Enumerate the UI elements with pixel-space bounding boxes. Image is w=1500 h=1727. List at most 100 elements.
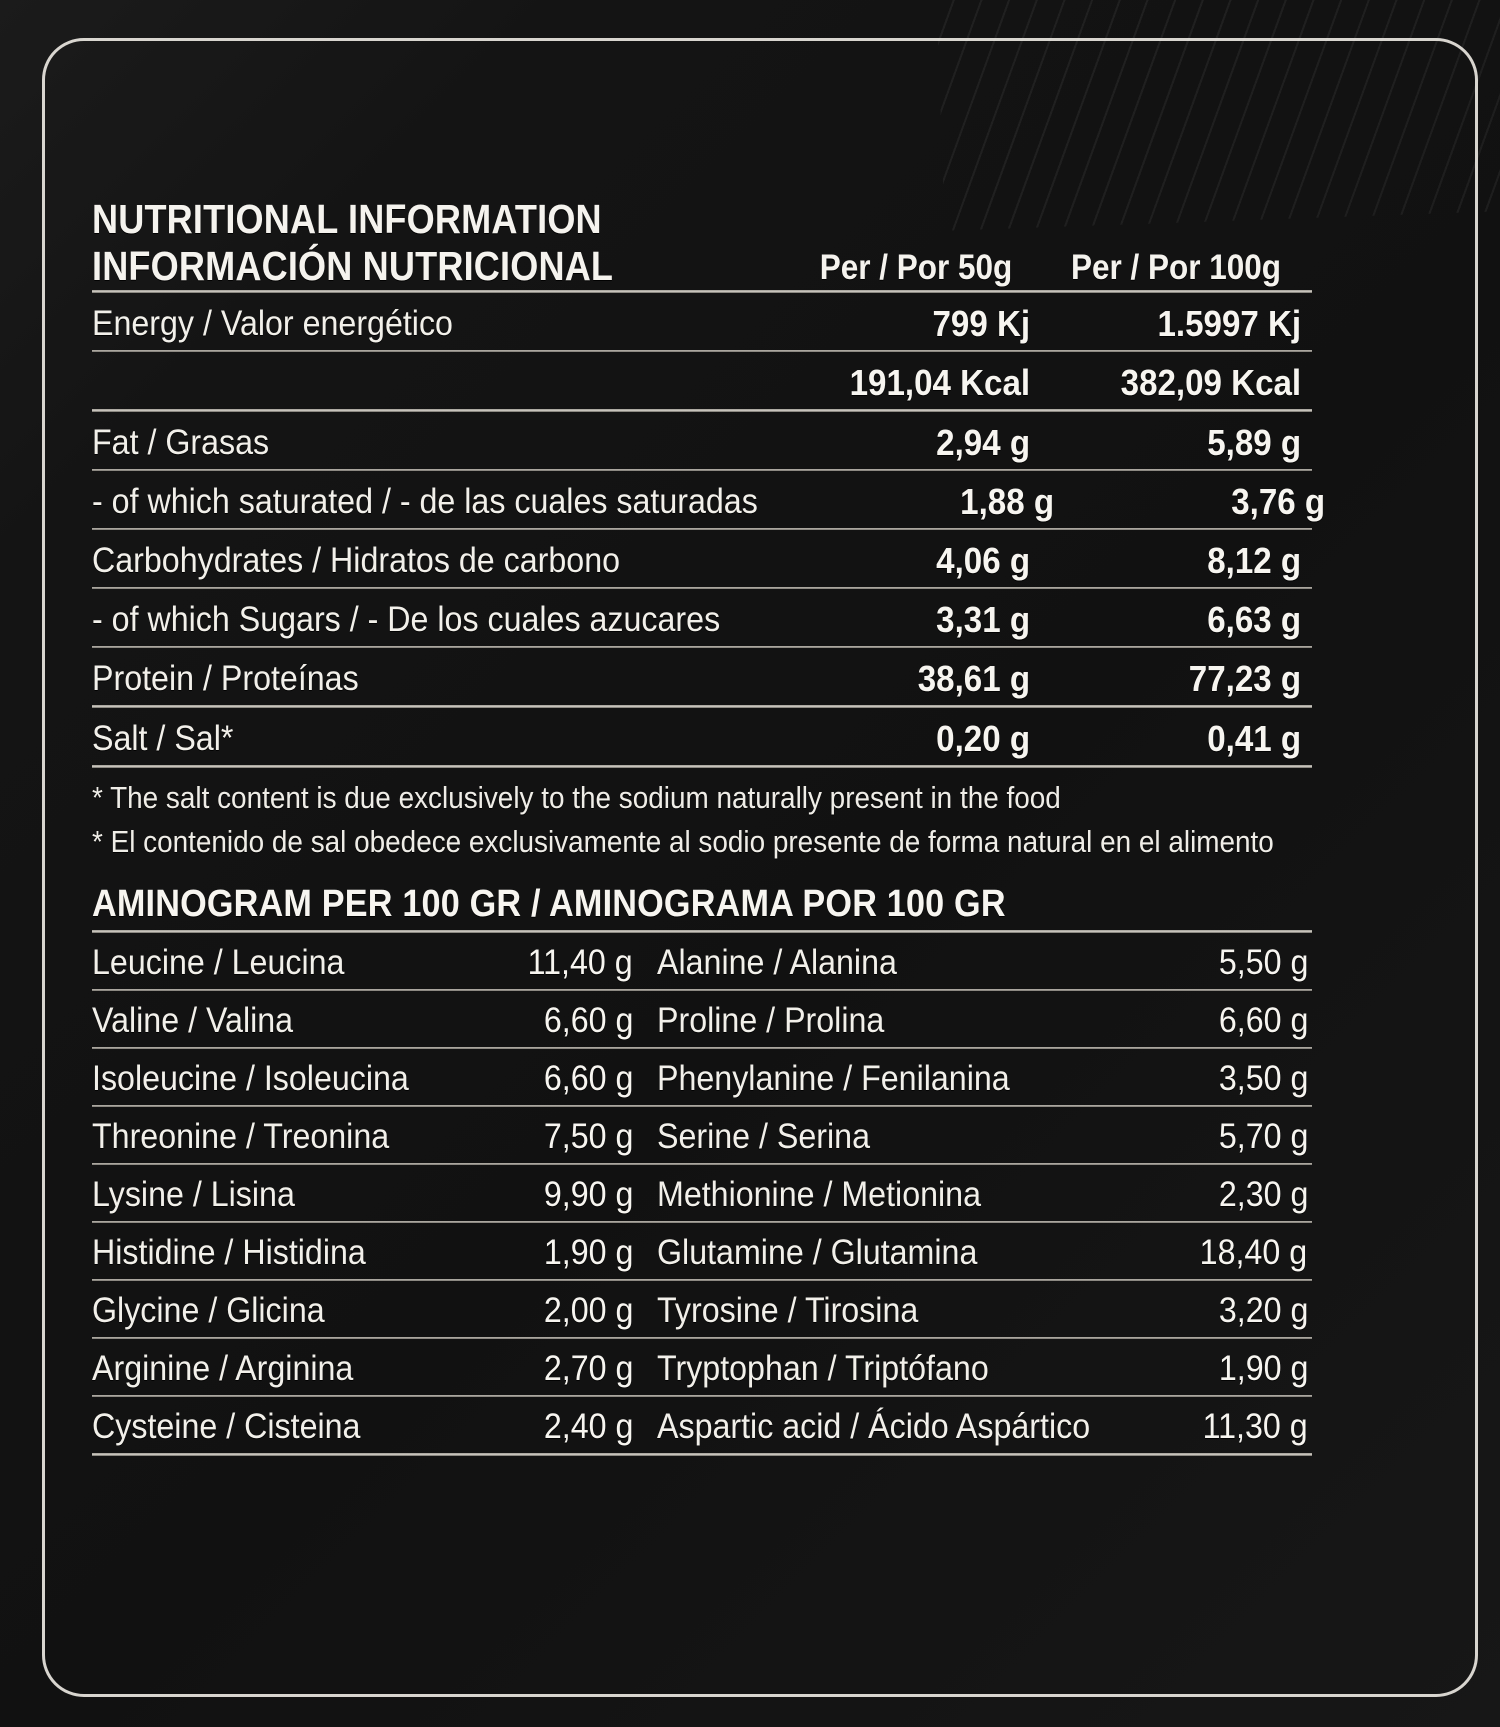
aminogram-rule: [92, 1395, 1312, 1397]
table-row-salt: Salt / Sal* 0,20 g 0,41 g: [92, 708, 1312, 765]
column-headers: Per / Por 50g Per / Por 100g: [792, 248, 1312, 288]
aminogram-rule: [92, 1105, 1312, 1107]
amino-acid-value: 5,50 g: [1218, 943, 1309, 982]
aminogram-cell-left: Lysine / Lisina 9,90 g: [92, 1175, 647, 1221]
aminogram-rule: [92, 1047, 1312, 1049]
aminogram-rule: [92, 1163, 1312, 1165]
amino-acid-value: 5,70 g: [1218, 1117, 1309, 1156]
row-label: [92, 403, 736, 409]
amino-acid-value: 18,40 g: [1199, 1233, 1308, 1272]
aminogram-row: Histidine / Histidina 1,90 g Glutamine /…: [92, 1223, 1312, 1279]
amino-acid-name: Glutamine / Glutamina: [657, 1233, 978, 1272]
aminogram-row: Isoleucine / Isoleucina 6,60 g Phenylani…: [92, 1049, 1312, 1105]
aminogram-cell-left: Valine / Valina 6,60 g: [92, 1001, 647, 1047]
table-rule: [92, 290, 1312, 293]
aminogram-rule: [92, 1221, 1312, 1223]
amino-acid-name: Lysine / Lisina: [92, 1175, 295, 1214]
amino-acid-name: Alanine / Alanina: [657, 943, 897, 982]
label-content: NUTRITIONAL INFORMATION INFORMACIÓN NUTR…: [92, 196, 1325, 1456]
table-rule: [92, 765, 1312, 768]
row-value-per-100g: 1.5997 Kj: [1157, 303, 1302, 344]
aminogram-row: Leucine / Leucina 11,40 g Alanine / Alan…: [92, 933, 1312, 989]
row-label: - of which saturated / - de las cuales s…: [92, 482, 758, 521]
amino-acid-value: 3,20 g: [1218, 1291, 1309, 1330]
row-value-per-50g: 2,94 g: [936, 422, 1031, 463]
row-label: Protein / Proteínas: [92, 659, 359, 698]
amino-acid-name: Tyrosine / Tirosina: [657, 1291, 919, 1330]
amino-acid-name: Valine / Valina: [92, 1001, 294, 1040]
aminogram-cell-right: Methionine / Metionina 2,30 g: [647, 1175, 1312, 1221]
row-label: - of which Sugars / - De los cuales azuc…: [92, 600, 721, 639]
aminogram-rule: [92, 1279, 1312, 1281]
amino-acid-value: 6,60 g: [543, 1001, 634, 1040]
amino-acid-name: Tryptophan / Triptófano: [657, 1349, 989, 1388]
row-value-per-50g: 191,04 Kcal: [849, 362, 1031, 403]
aminogram-row: Arginine / Arginina 2,70 g Tryptophan / …: [92, 1339, 1312, 1395]
aminogram-cell-right: Proline / Prolina 6,60 g: [647, 1001, 1312, 1047]
row-value-per-50g: 1,88 g: [959, 481, 1054, 522]
row-label: Fat / Grasas: [92, 423, 270, 462]
aminogram-cell-left: Histidine / Histidina 1,90 g: [92, 1233, 647, 1279]
table-rule: [92, 409, 1312, 412]
table-rule: [92, 646, 1312, 648]
table-rule: [92, 587, 1312, 589]
aminogram-rule: [92, 989, 1312, 991]
aminogram-cell-right: Glutamine / Glutamina 18,40 g: [647, 1233, 1312, 1279]
table-rule: [92, 350, 1312, 352]
footnote-salt-spanish: * El contenido de sal obedece exclusivam…: [92, 824, 1274, 859]
row-value-per-100g: 8,12 g: [1207, 540, 1302, 581]
table-rule: [92, 528, 1312, 530]
amino-acid-value: 6,60 g: [1218, 1001, 1309, 1040]
amino-acid-name: Aspartic acid / Ácido Aspártico: [657, 1407, 1091, 1446]
table-row-sugars: - of which Sugars / - De los cuales azuc…: [92, 589, 1312, 646]
amino-acid-name: Phenylanine / Fenilanina: [657, 1059, 1010, 1098]
aminogram-row: Threonine / Treonina 7,50 g Serine / Ser…: [92, 1107, 1312, 1163]
aminogram-cell-left: Arginine / Arginina 2,70 g: [92, 1349, 647, 1395]
aminogram-rule: [92, 1337, 1312, 1339]
amino-acid-value: 3,50 g: [1218, 1059, 1309, 1098]
aminogram-cell-right: Aspartic acid / Ácido Aspártico 11,30 g: [647, 1407, 1312, 1453]
amino-acid-value: 1,90 g: [1218, 1349, 1309, 1388]
amino-acid-name: Proline / Prolina: [657, 1001, 885, 1040]
amino-acid-name: Cysteine / Cisteina: [92, 1407, 361, 1446]
title-spanish: INFORMACIÓN NUTRICIONAL: [92, 243, 614, 289]
aminogram-title: AMINOGRAM PER 100 GR / AMINOGRAMA POR 10…: [92, 883, 1006, 925]
row-value-per-50g: 4,06 g: [936, 540, 1031, 581]
row-label: Carbohydrates / Hidratos de carbono: [92, 541, 621, 580]
amino-acid-name: Histidine / Histidina: [92, 1233, 366, 1272]
amino-acid-value: 7,50 g: [543, 1117, 634, 1156]
amino-acid-name: Methionine / Metionina: [657, 1175, 981, 1214]
aminogram-rule: [92, 1453, 1312, 1456]
table-rule: [92, 469, 1312, 471]
amino-acid-value: 9,90 g: [543, 1175, 634, 1214]
row-value-per-50g: 3,31 g: [936, 599, 1031, 640]
row-value-per-50g: 0,20 g: [936, 718, 1031, 759]
amino-acid-name: Glycine / Glicina: [92, 1291, 325, 1330]
row-value-per-100g: 6,63 g: [1207, 599, 1302, 640]
table-row-carbohydrates: Carbohydrates / Hidratos de carbono 4,06…: [92, 530, 1312, 587]
table-rule: [92, 705, 1312, 708]
table-row-energy: Energy / Valor energético 799 Kj 1.5997 …: [92, 293, 1312, 350]
title-english: NUTRITIONAL INFORMATION: [92, 196, 602, 242]
aminogram-cell-right: Phenylanine / Fenilanina 3,50 g: [647, 1059, 1312, 1105]
aminogram-table: Leucine / Leucina 11,40 g Alanine / Alan…: [92, 930, 1312, 1456]
amino-acid-name: Isoleucine / Isoleucina: [92, 1059, 409, 1098]
aminogram-cell-left: Cysteine / Cisteina 2,40 g: [92, 1407, 647, 1453]
table-row-saturated-fat: - of which saturated / - de las cuales s…: [92, 471, 1325, 528]
row-value-per-50g: 38,61 g: [917, 658, 1031, 699]
aminogram-cell-right: Tryptophan / Triptófano 1,90 g: [647, 1349, 1312, 1395]
aminogram-row: Lysine / Lisina 9,90 g Methionine / Meti…: [92, 1165, 1312, 1221]
row-value-per-100g: 5,89 g: [1207, 422, 1302, 463]
amino-acid-value: 2,00 g: [543, 1291, 634, 1330]
amino-acid-value: 11,40 g: [527, 943, 633, 982]
amino-acid-value: 2,30 g: [1218, 1175, 1309, 1214]
row-value-per-100g: 77,23 g: [1188, 658, 1302, 699]
footnote-salt-english: * The salt content is due exclusively to…: [92, 780, 1061, 815]
aminogram-row: Valine / Valina 6,60 g Proline / Prolina…: [92, 991, 1312, 1047]
row-value-per-100g: 3,76 g: [1230, 481, 1325, 522]
table-row-fat: Fat / Grasas 2,94 g 5,89 g: [92, 412, 1312, 469]
column-header-per-100g: Per / Por 100g: [1070, 248, 1282, 287]
aminogram-cell-right: Tyrosine / Tirosina 3,20 g: [647, 1291, 1312, 1337]
row-value-per-100g: 0,41 g: [1207, 718, 1302, 759]
header-block: NUTRITIONAL INFORMATION INFORMACIÓN NUTR…: [92, 196, 1312, 290]
